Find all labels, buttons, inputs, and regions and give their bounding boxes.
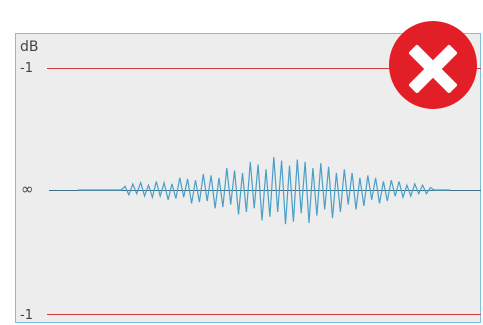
bottom-limit-label: -1 [20,308,33,323]
close-x-icon [409,45,457,93]
error-status-button[interactable] [389,21,477,109]
unit-label: dB [20,39,39,55]
zero-baseline [49,190,481,191]
top-limit-label: -1 [20,61,33,76]
top-limit-line [47,68,481,69]
bottom-limit-line [47,314,481,315]
zero-level-label: ∞ [21,180,34,198]
